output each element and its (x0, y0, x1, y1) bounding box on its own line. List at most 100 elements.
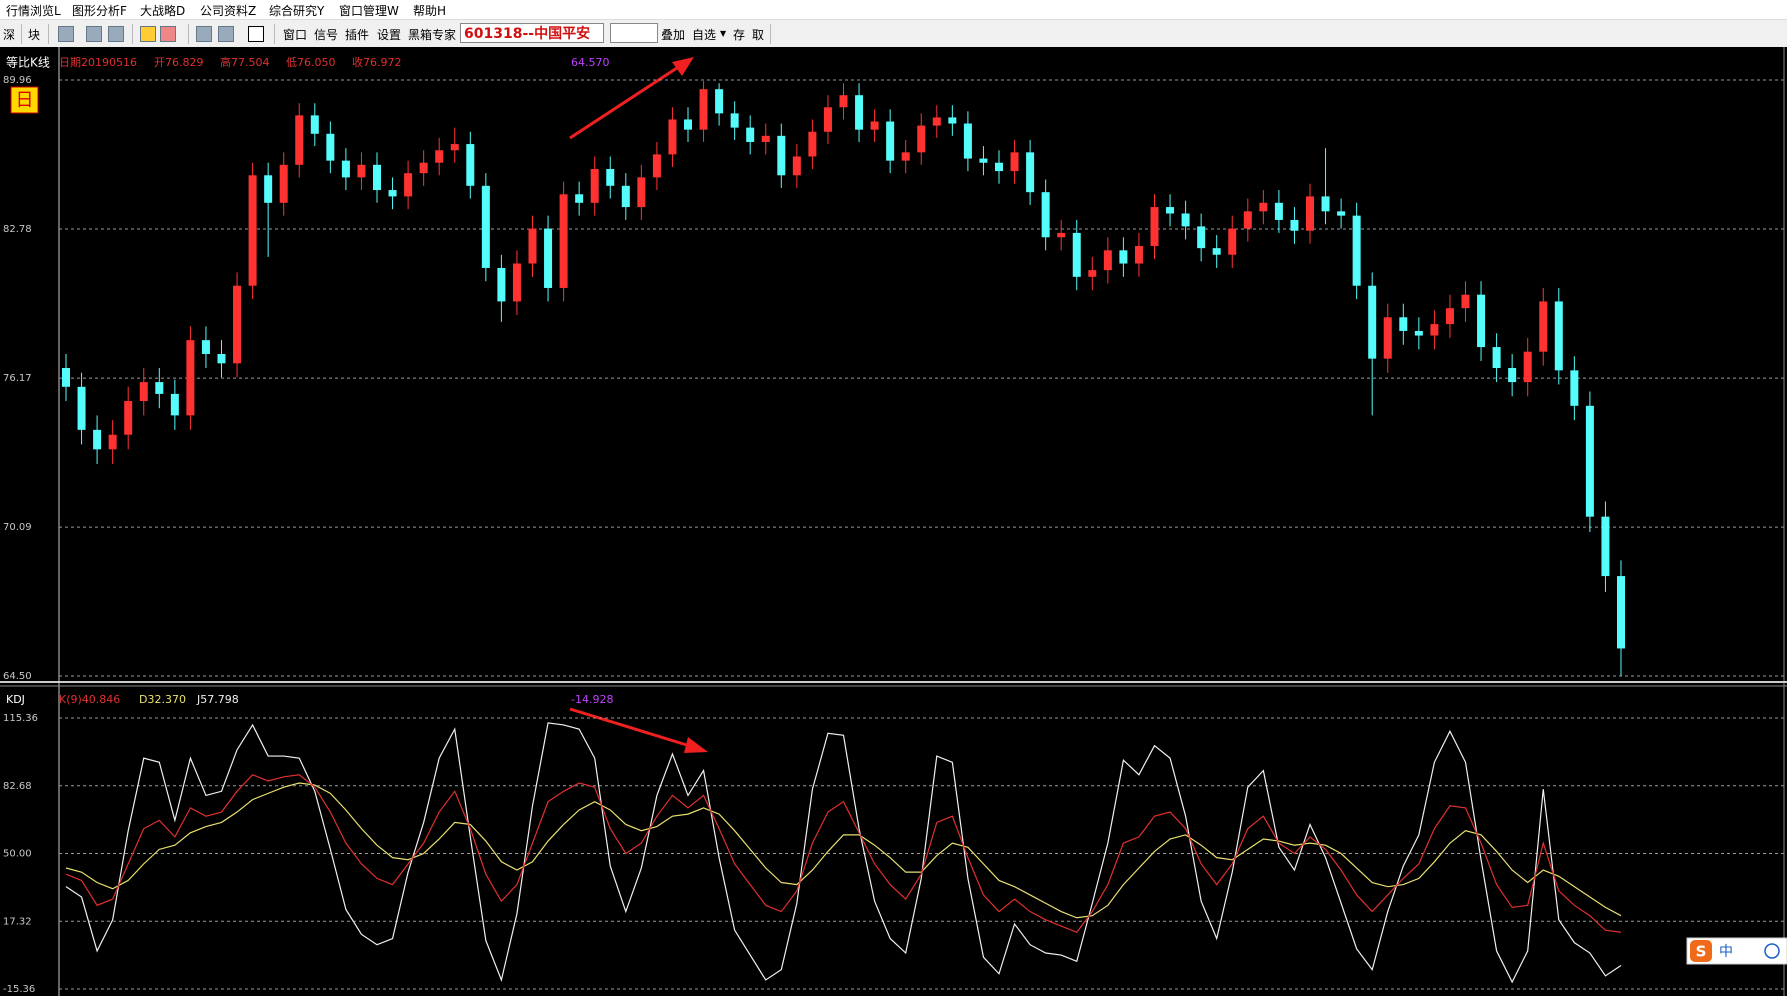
tool-button[interactable]: 深 (3, 28, 16, 42)
chart-title: 等比K线 (6, 56, 50, 70)
candle-body (528, 228, 537, 264)
menu-item[interactable]: 行情浏览L (6, 4, 61, 18)
candle-body (559, 194, 568, 288)
candle-body (62, 368, 70, 387)
tool-icon[interactable] (140, 26, 156, 42)
tool-button[interactable]: 信号 (314, 28, 339, 42)
menu-item[interactable]: 综合研究Y (269, 4, 325, 18)
candle-body (1399, 317, 1408, 331)
tool-button[interactable]: 窗口 (283, 28, 308, 42)
y-tick-label: 17.32 (3, 916, 32, 927)
candle-body (310, 115, 319, 134)
candle-body (357, 164, 366, 178)
separator (274, 24, 275, 44)
stock-input[interactable] (610, 23, 658, 43)
candle-body (886, 121, 895, 161)
candle-body (1414, 330, 1423, 336)
candle-body (792, 156, 801, 176)
candle-body (1445, 308, 1454, 325)
candle-body (155, 382, 164, 394)
candle-body (1072, 232, 1081, 277)
candle-body (699, 89, 708, 130)
candle-body (1523, 351, 1532, 383)
quote-info: 低76.050 (286, 56, 336, 69)
candle-body (1103, 250, 1112, 271)
tool-icon[interactable] (86, 26, 102, 42)
menu-item[interactable]: 公司资料Z (200, 4, 257, 18)
candle-body (295, 115, 304, 165)
candle-body (1259, 202, 1268, 212)
candle-body (1554, 301, 1563, 371)
candle-body (388, 190, 397, 197)
y-tick-label: 76.17 (3, 373, 32, 384)
candle-body (621, 185, 630, 208)
tool-button[interactable]: 取 (752, 28, 765, 42)
candle-body (1274, 202, 1283, 220)
menu-item[interactable]: 帮助H (413, 4, 447, 18)
chart-title: KDJ (6, 693, 25, 706)
tool-icon[interactable] (196, 26, 212, 42)
y-tick-label: 70.09 (3, 522, 32, 533)
candle-body (1057, 232, 1066, 238)
tool-icon[interactable] (160, 26, 176, 42)
candle-body (124, 401, 133, 435)
separator (21, 24, 22, 44)
y-tick-label: 82.68 (3, 781, 32, 792)
menu-item[interactable]: 图形分析F (72, 4, 127, 18)
candle-body (326, 133, 335, 161)
menu-item[interactable]: 窗口管理W (339, 4, 399, 18)
candle-body (1477, 294, 1486, 348)
tool-icon[interactable] (218, 26, 234, 42)
tool-button[interactable]: 插件 (345, 28, 370, 42)
quote-info: 日期20190516 (59, 56, 137, 69)
chart-area: 日 89.96 82.78 76.17 70.09 64.50 等比K线 日期2019051… (0, 47, 1787, 996)
period-badge[interactable] (10, 86, 39, 114)
stock-code[interactable]: 601318--中国平安 (460, 23, 604, 43)
candle-body (1430, 324, 1439, 336)
tool-button[interactable]: 自选 (692, 28, 717, 42)
candle-body (1352, 215, 1361, 286)
candle-body (1181, 213, 1190, 227)
candle-body (217, 354, 226, 364)
tool-icon[interactable] (58, 26, 74, 42)
tool-icon[interactable] (108, 26, 124, 42)
candle-body (77, 386, 86, 430)
candle-body (1228, 228, 1237, 255)
candle-body (1601, 516, 1610, 577)
candle-body (279, 164, 288, 203)
candle-body (248, 175, 257, 286)
candle-body (995, 162, 1003, 172)
candle-body (201, 340, 210, 355)
candle-body (575, 194, 584, 203)
candle-body (917, 125, 926, 153)
tool-button[interactable]: 设置 (377, 28, 402, 42)
period-badge-text: 日 (16, 90, 34, 111)
quote-info: 高77.504 (220, 55, 270, 69)
candle-body (590, 168, 599, 203)
kdj-line (65, 774, 1622, 934)
y-tick-label: 64.50 (3, 671, 32, 682)
tool-button[interactable]: 存 (733, 28, 746, 42)
candle-body (777, 135, 786, 176)
candle-body (1166, 207, 1175, 214)
candle-body (108, 434, 117, 450)
tool-icon[interactable] (248, 26, 264, 42)
candle-body (1150, 207, 1159, 246)
menu-item[interactable]: 大战略D (140, 4, 186, 18)
candle-body (932, 117, 941, 126)
candle-body (1492, 347, 1501, 369)
tool-button[interactable]: 块 (28, 28, 41, 42)
annotation: -14.928 (571, 693, 613, 706)
tool-button[interactable]: 黑箱专家 (408, 28, 457, 42)
y-tick-label: 89.96 (3, 75, 32, 86)
y-tick-label: -15.36 (3, 984, 35, 995)
candle-body (1290, 219, 1299, 231)
tool-button[interactable]: 叠加 (661, 28, 686, 42)
candle-body (715, 89, 724, 114)
dropdown-arrow[interactable]: ▼ (720, 29, 727, 38)
candle-body (512, 263, 521, 302)
candle-body (1026, 152, 1035, 193)
candle-body (746, 127, 755, 142)
candle-body (466, 144, 475, 186)
